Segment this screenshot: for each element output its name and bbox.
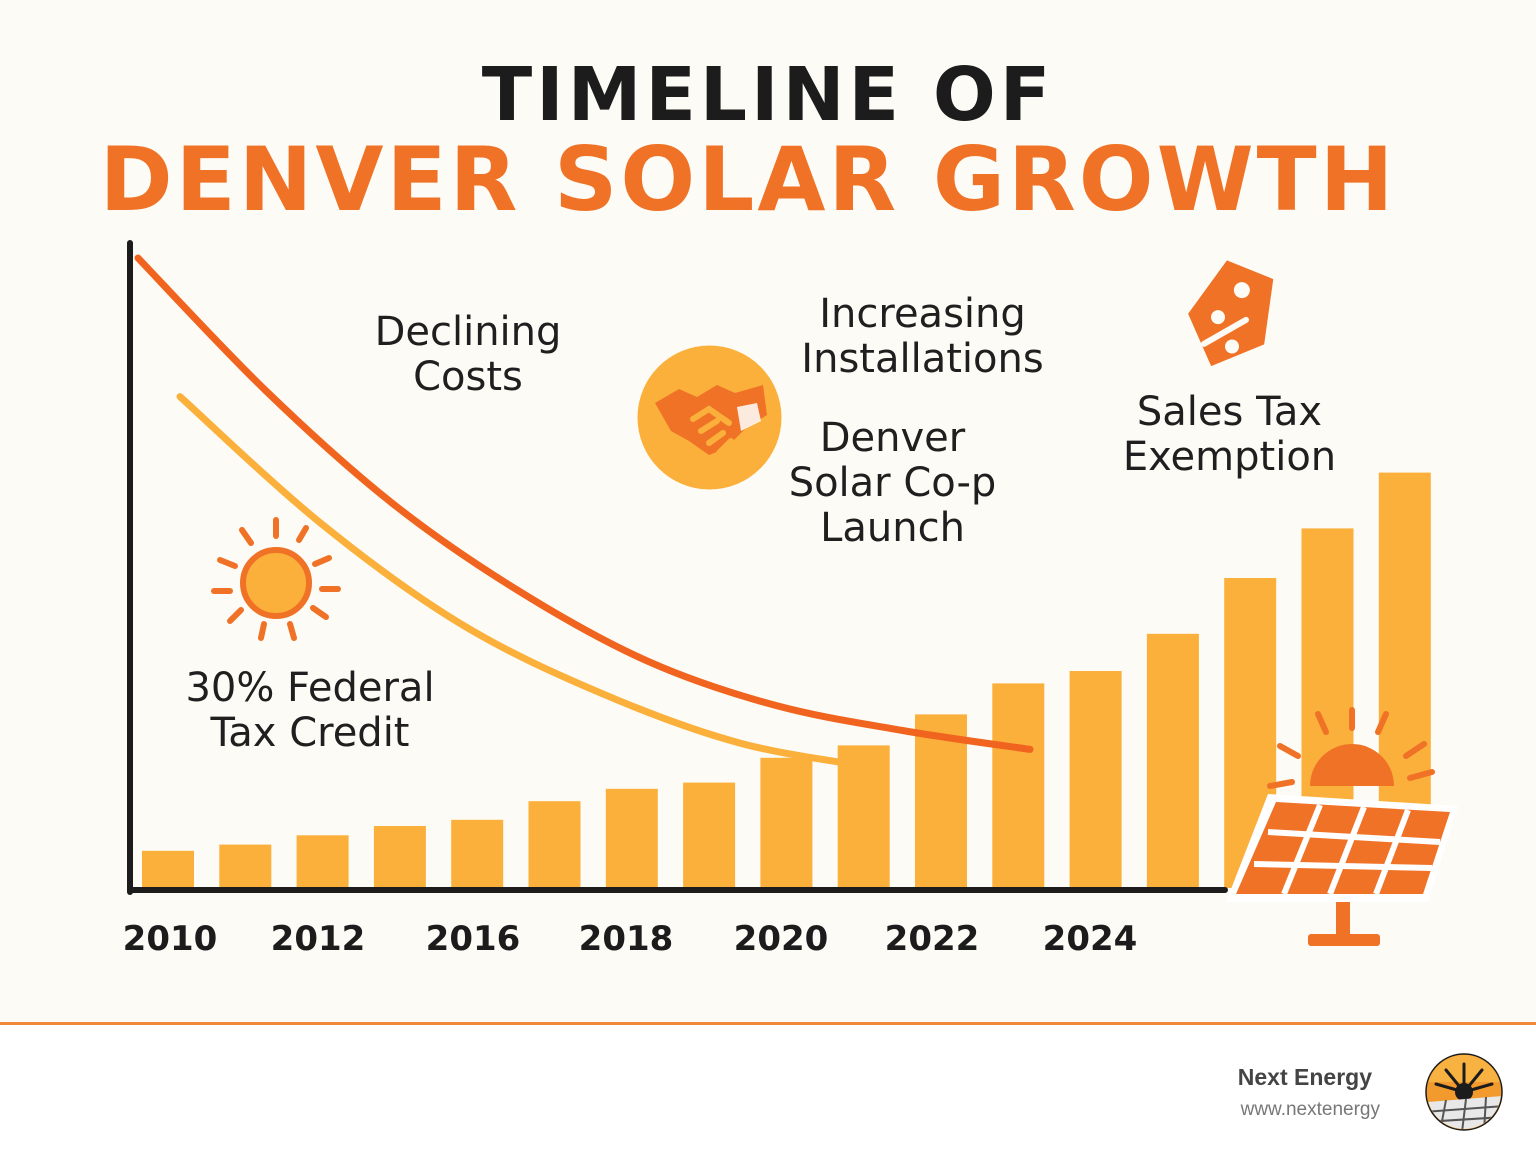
x-tick-label-2022: 2022 [885, 919, 980, 959]
annotation-denver-coop: Denver Solar Co-p Launch [788, 415, 997, 551]
bar-2 [296, 835, 349, 888]
cost-line-light [176, 393, 884, 772]
bar-8 [760, 757, 813, 888]
cost-line-dark [134, 254, 1034, 753]
brand-url: www.nextenergy [1240, 1099, 1380, 1120]
annotation-federal-credit: 30% Federal Tax Credit [185, 665, 435, 756]
annotation-increasing-installations: Increasing Installations [801, 291, 1044, 382]
x-tick-label-2020: 2020 [734, 919, 829, 959]
bar-6 [605, 788, 658, 888]
title-line-1: TIMELINE OF [481, 52, 1055, 138]
brand-name: Next Energy [1237, 1064, 1372, 1090]
percent-tag-icon [1188, 260, 1274, 367]
bar-3 [373, 826, 426, 888]
x-tick-label-2012: 2012 [271, 919, 366, 959]
handshake-icon [637, 345, 782, 490]
bar-7 [683, 782, 736, 888]
bar-13 [1146, 633, 1199, 888]
x-tick-label-2024: 2024 [1043, 919, 1138, 959]
solar-panel-icon [1226, 707, 1458, 946]
x-tick-label-2010: 2010 [123, 919, 218, 959]
annotation-sales-tax: Sales Tax Exemption [1122, 389, 1337, 480]
sun-icon [211, 517, 341, 641]
bar-1 [219, 844, 272, 888]
bar-4 [451, 819, 504, 888]
next-energy-logo [1425, 1053, 1503, 1131]
bar-12 [1069, 671, 1122, 888]
bar-0 [142, 850, 194, 888]
footer [0, 1025, 1536, 1154]
bar-11 [992, 683, 1045, 888]
bar-10 [915, 714, 967, 888]
x-tick-labels: 2010 2012 2016 2018 2020 2022 2024 [123, 919, 1138, 959]
annotation-declining-costs: Declining Costs [374, 309, 562, 400]
x-tick-label-2018: 2018 [579, 919, 674, 959]
footer-divider [0, 1022, 1536, 1025]
x-tick-label-2016: 2016 [426, 919, 521, 959]
bar-5 [528, 801, 581, 888]
title-line-2: DENVER SOLAR GROWTH [99, 128, 1397, 231]
bars [142, 472, 1431, 888]
